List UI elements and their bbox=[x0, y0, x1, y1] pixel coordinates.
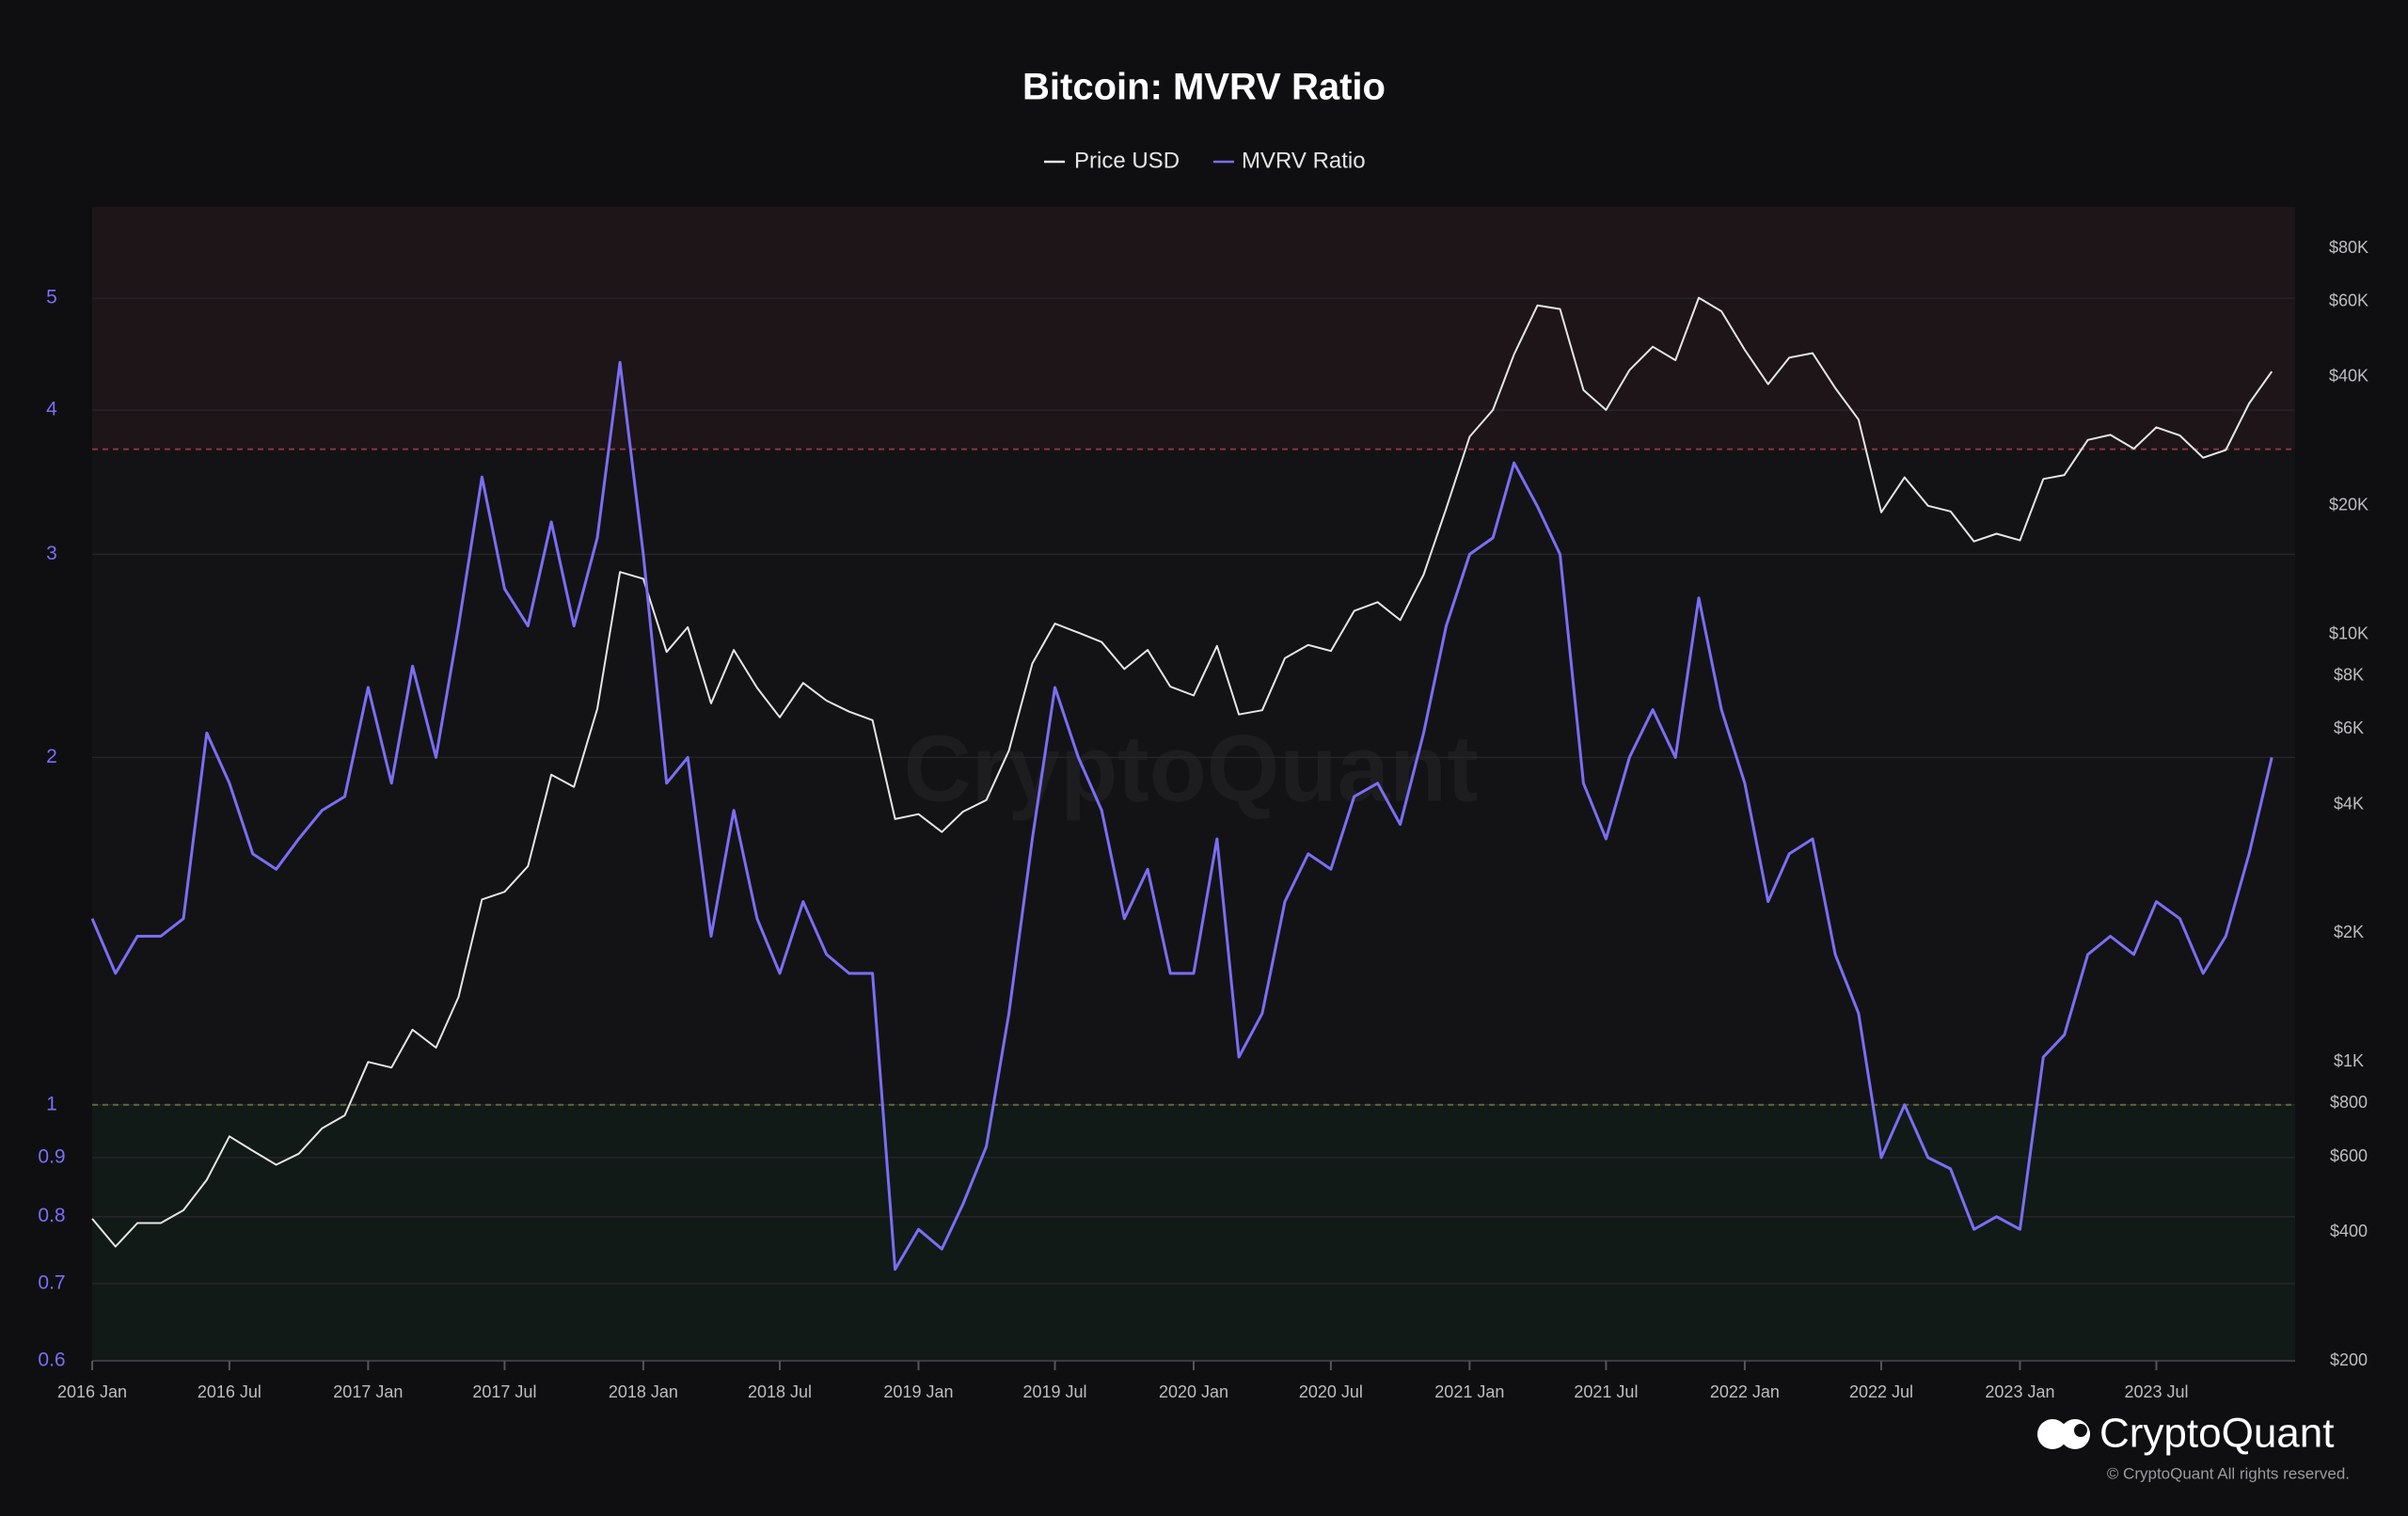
y2-tick-label: $200 bbox=[2330, 1350, 2368, 1369]
y-tick-label: 5 bbox=[46, 287, 57, 308]
y2-tick-label: $20K bbox=[2329, 496, 2368, 514]
zone bbox=[92, 1104, 2295, 1361]
y-tick-label: 4 bbox=[46, 399, 57, 420]
x-tick-label: 2018 Jan bbox=[609, 1382, 678, 1401]
x-tick-label: 2019 Jan bbox=[883, 1382, 953, 1401]
x-tick-label: 2022 Jan bbox=[1710, 1382, 1780, 1401]
legend-label: Price USD bbox=[1074, 148, 1180, 173]
y-tick-label: 0.9 bbox=[38, 1145, 65, 1167]
logo-shape bbox=[2037, 1419, 2067, 1449]
zones bbox=[92, 207, 2295, 1361]
legend: Price USD MVRV Ratio bbox=[1044, 148, 1366, 173]
series-line bbox=[91, 296, 2273, 1248]
y-tick-label: 0.8 bbox=[38, 1205, 65, 1226]
y-tick-label: 0.6 bbox=[38, 1350, 65, 1371]
lines bbox=[90, 296, 2273, 1271]
y2-tick-label: $2K bbox=[2334, 923, 2364, 941]
y2-tick-label: $80K bbox=[2329, 238, 2368, 257]
y2-tick-label: $8K bbox=[2334, 665, 2364, 684]
y-tick-label: 2 bbox=[46, 746, 57, 767]
brand-logo: CryptoQuant bbox=[2037, 1411, 2334, 1457]
y-tick-label: 1 bbox=[46, 1093, 57, 1114]
x-tick-label: 2023 Jul bbox=[2124, 1382, 2188, 1401]
logo-shape bbox=[2074, 1424, 2087, 1437]
x-tick-label: 2023 Jan bbox=[1985, 1382, 2054, 1401]
y2-tick-label: $4K bbox=[2334, 794, 2364, 813]
x-tick-label: 2016 Jul bbox=[198, 1382, 261, 1401]
y-tick-label: 3 bbox=[46, 543, 57, 564]
y2-tick-label: $600 bbox=[2330, 1146, 2368, 1165]
brand-name: CryptoQuant bbox=[2099, 1411, 2334, 1457]
x-tick-label: 2021 Jul bbox=[1574, 1382, 1638, 1401]
watermark: CryptoQuant bbox=[903, 716, 1478, 821]
y2-tick-label: $1K bbox=[2334, 1051, 2364, 1070]
x-tick-label: 2018 Jul bbox=[748, 1382, 812, 1401]
x-tick-label: 2020 Jan bbox=[1159, 1382, 1228, 1401]
series-line bbox=[90, 360, 2273, 1271]
y2-tick-label: $800 bbox=[2330, 1093, 2368, 1112]
x-tick-label: 2021 Jan bbox=[1434, 1382, 1504, 1401]
x-tick-label: 2017 Jan bbox=[333, 1382, 403, 1401]
x-tick-label: 2019 Jul bbox=[1022, 1382, 1086, 1401]
y2-tick-label: $400 bbox=[2330, 1222, 2368, 1240]
y2-tick-label: $6K bbox=[2334, 719, 2364, 737]
chart-title: Bitcoin: MVRV Ratio bbox=[1022, 67, 1386, 108]
y2-tick-label: $10K bbox=[2329, 624, 2368, 642]
x-tick-label: 2016 Jan bbox=[57, 1382, 127, 1401]
y-tick-label: 0.7 bbox=[38, 1271, 65, 1293]
x-tick-label: 2020 Jul bbox=[1299, 1382, 1363, 1401]
copyright: © CryptoQuant All rights reserved. bbox=[2107, 1464, 2350, 1482]
x-tick-label: 2017 Jul bbox=[472, 1382, 536, 1401]
y2-tick-label: $40K bbox=[2329, 367, 2368, 386]
zone bbox=[92, 207, 2295, 450]
y2-tick-label: $60K bbox=[2329, 292, 2368, 310]
x-tick-label: 2022 Jul bbox=[1849, 1382, 1913, 1401]
legend-label: MVRV Ratio bbox=[1242, 148, 1366, 173]
